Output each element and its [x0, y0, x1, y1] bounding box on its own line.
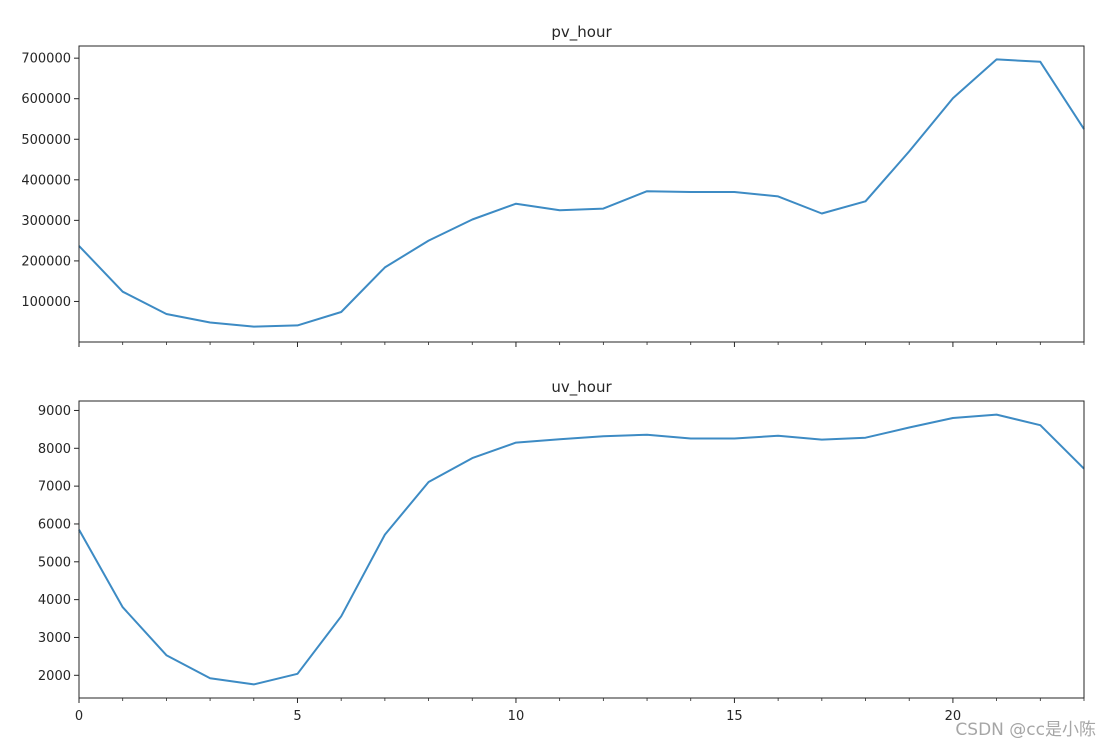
y-tick-label: 7000	[38, 480, 71, 495]
y-tick-label: 2000	[38, 669, 71, 684]
y-tick-label: 300000	[21, 214, 71, 229]
series-line-pv	[78, 58, 1085, 328]
axes-frame-uv-hour	[78, 400, 1085, 699]
y-tick-label: 400000	[21, 173, 71, 188]
y-tick-label: 600000	[21, 92, 71, 107]
axes-frame-pv-hour	[78, 45, 1085, 343]
chart-title-pv-hour: pv_hour	[551, 23, 612, 42]
y-tick-label: 9000	[38, 404, 71, 419]
chart-title-uv-hour: uv_hour	[551, 378, 612, 397]
watermark: CSDN @cc是小陈	[955, 720, 1096, 740]
subplot-uv-hour: uv_hour 2000 3000 4000 5000 6000 7000 8000 9000…	[38, 378, 1085, 724]
x-tick-label: 0	[75, 709, 83, 724]
y-tick-label: 4000	[38, 593, 71, 608]
x-tick-label: 20	[945, 709, 962, 724]
y-tick-label: 6000	[38, 517, 71, 532]
y-tick-label: 500000	[21, 133, 71, 148]
subplot-pv-hour: pv_hour 100000 200000 300000 400000 500000 60…	[21, 23, 1085, 347]
series-line-uv	[78, 413, 1085, 686]
y-tick-label: 200000	[21, 254, 71, 269]
y-tick-label: 8000	[38, 442, 71, 457]
y-tick-label: 100000	[21, 295, 71, 310]
y-tick-label: 3000	[38, 631, 71, 646]
x-tick-label: 5	[293, 709, 301, 724]
x-tick-label: 10	[508, 709, 525, 724]
y-tick-label: 5000	[38, 555, 71, 570]
x-tick-label: 15	[726, 709, 743, 724]
y-tick-label: 700000	[21, 52, 71, 67]
